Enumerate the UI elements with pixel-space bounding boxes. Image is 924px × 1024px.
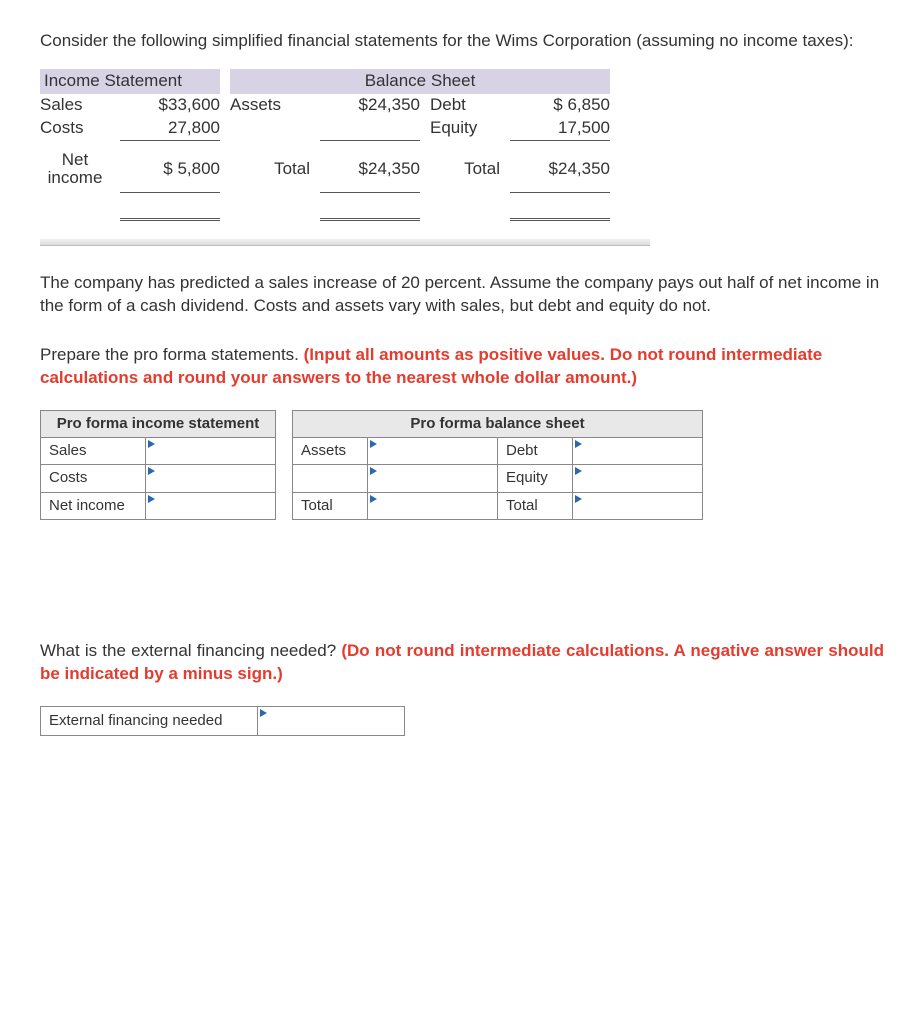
pf-assets-total-label: Total	[293, 492, 368, 519]
pf-balance-header: Pro forma balance sheet	[293, 410, 703, 437]
pf-blank-input[interactable]	[368, 465, 498, 492]
pf-sales-input[interactable]	[146, 438, 276, 465]
efn-input[interactable]	[258, 706, 405, 735]
efn-label: External financing needed	[41, 706, 258, 735]
pf-sales-label: Sales	[41, 438, 146, 465]
pf-debt-input[interactable]	[573, 438, 703, 465]
pf-liab-total-input[interactable]	[573, 492, 703, 519]
assets-total-label: Total	[230, 158, 310, 181]
proforma-income-table: Pro forma income statement Sales Costs N…	[40, 410, 276, 520]
given-statements: Income Statement Balance Sheet Sales $33…	[40, 69, 884, 246]
table-row: Equity	[293, 465, 703, 492]
costs-label: Costs	[40, 117, 110, 140]
efn-question: What is the external financing needed? (…	[40, 640, 884, 686]
pf-equity-input[interactable]	[573, 465, 703, 492]
pf-netincome-label: Net income	[41, 492, 146, 519]
table-row: Costs	[41, 465, 276, 492]
table-row: Sales	[41, 438, 276, 465]
assumptions-text: The company has predicted a sales increa…	[40, 272, 884, 318]
balance-header: Balance Sheet	[230, 69, 610, 94]
instructions-text: Prepare the pro forma statements. (Input…	[40, 344, 884, 390]
pf-assets-input[interactable]	[368, 438, 498, 465]
liab-total-value: $24,350	[510, 158, 610, 181]
pf-assets-total-input[interactable]	[368, 492, 498, 519]
pf-blank-label	[293, 465, 368, 492]
equity-label: Equity	[430, 117, 500, 140]
equity-value: 17,500	[510, 117, 610, 141]
costs-value: 27,800	[120, 117, 220, 141]
pf-assets-label: Assets	[293, 438, 368, 465]
assets-total-value: $24,350	[320, 158, 420, 181]
income-header: Income Statement	[40, 69, 220, 94]
pf-liab-total-label: Total	[498, 492, 573, 519]
assets-value: $24,350	[320, 94, 420, 117]
pf-income-header: Pro forma income statement	[41, 410, 276, 437]
assets-label: Assets	[230, 94, 310, 117]
sales-value: $33,600	[120, 94, 220, 117]
pf-costs-label: Costs	[41, 465, 146, 492]
net-income-value: $ 5,800	[120, 158, 220, 181]
section-divider	[40, 239, 650, 246]
efn-table: External financing needed	[40, 706, 405, 736]
table-row: Net income	[41, 492, 276, 519]
table-row: Assets Debt	[293, 438, 703, 465]
debt-label: Debt	[430, 94, 500, 117]
pf-costs-input[interactable]	[146, 465, 276, 492]
proforma-balance-table: Pro forma balance sheet Assets Debt Equi…	[292, 410, 703, 520]
liab-total-label: Total	[430, 158, 500, 181]
pf-equity-label: Equity	[498, 465, 573, 492]
sales-label: Sales	[40, 94, 110, 117]
table-row: Total Total	[293, 492, 703, 519]
intro-text: Consider the following simplified financ…	[40, 30, 884, 53]
debt-value: $ 6,850	[510, 94, 610, 117]
pf-netincome-input[interactable]	[146, 492, 276, 519]
pf-debt-label: Debt	[498, 438, 573, 465]
net-income-label: Netincome	[40, 151, 110, 188]
